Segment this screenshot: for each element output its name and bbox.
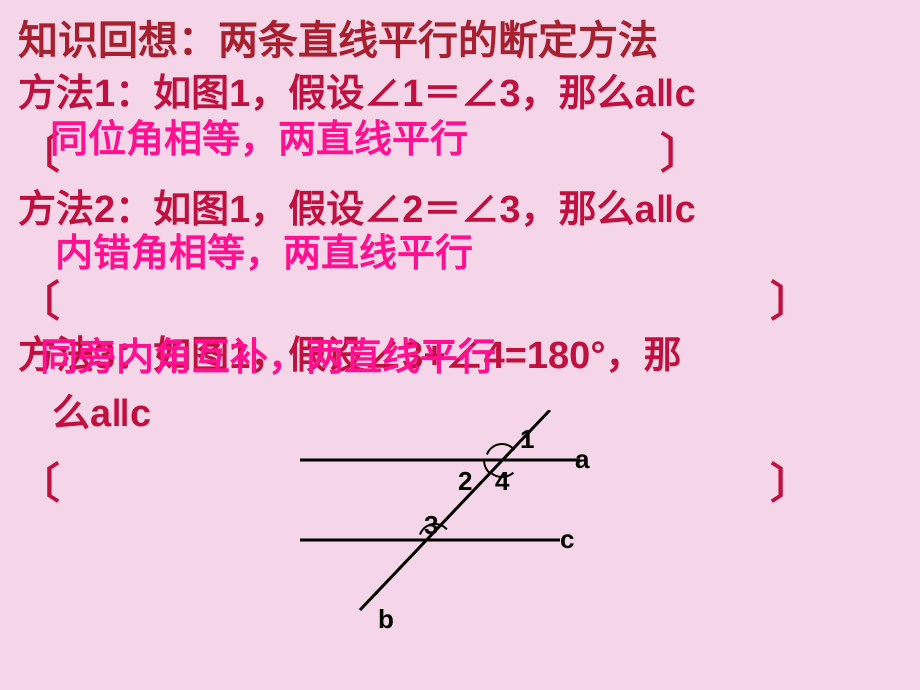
diagram-label-a: a	[575, 444, 590, 474]
diagram-label-c: c	[560, 524, 574, 554]
bracket3-close: 〕	[770, 450, 812, 511]
bracket3-open: 〔	[18, 450, 60, 511]
diagram-label-2: 2	[458, 466, 472, 496]
diagram-label-4: 4	[495, 466, 510, 496]
bracket2-open: 〔	[18, 268, 60, 329]
bracket2-close: 〕	[770, 268, 812, 329]
page-title: 知识回想：两条直线平行的断定方法	[18, 8, 658, 66]
geometry-diagram: 1 23 4 a c b	[280, 410, 620, 680]
diagram-label-1: 1	[520, 424, 534, 454]
method3-cont-text: 么a‖c	[52, 382, 151, 437]
diagram-label-3: 3	[424, 510, 438, 540]
answer2-text: 内错角相等，两直线平行	[55, 222, 473, 277]
diagram-label-b: b	[378, 604, 394, 634]
answer3-text: 同旁内角互补，两直线平行	[40, 326, 496, 381]
bracket1-close: 〕	[660, 120, 702, 181]
answer1-text: 同位角相等，两直线平行	[50, 108, 468, 163]
